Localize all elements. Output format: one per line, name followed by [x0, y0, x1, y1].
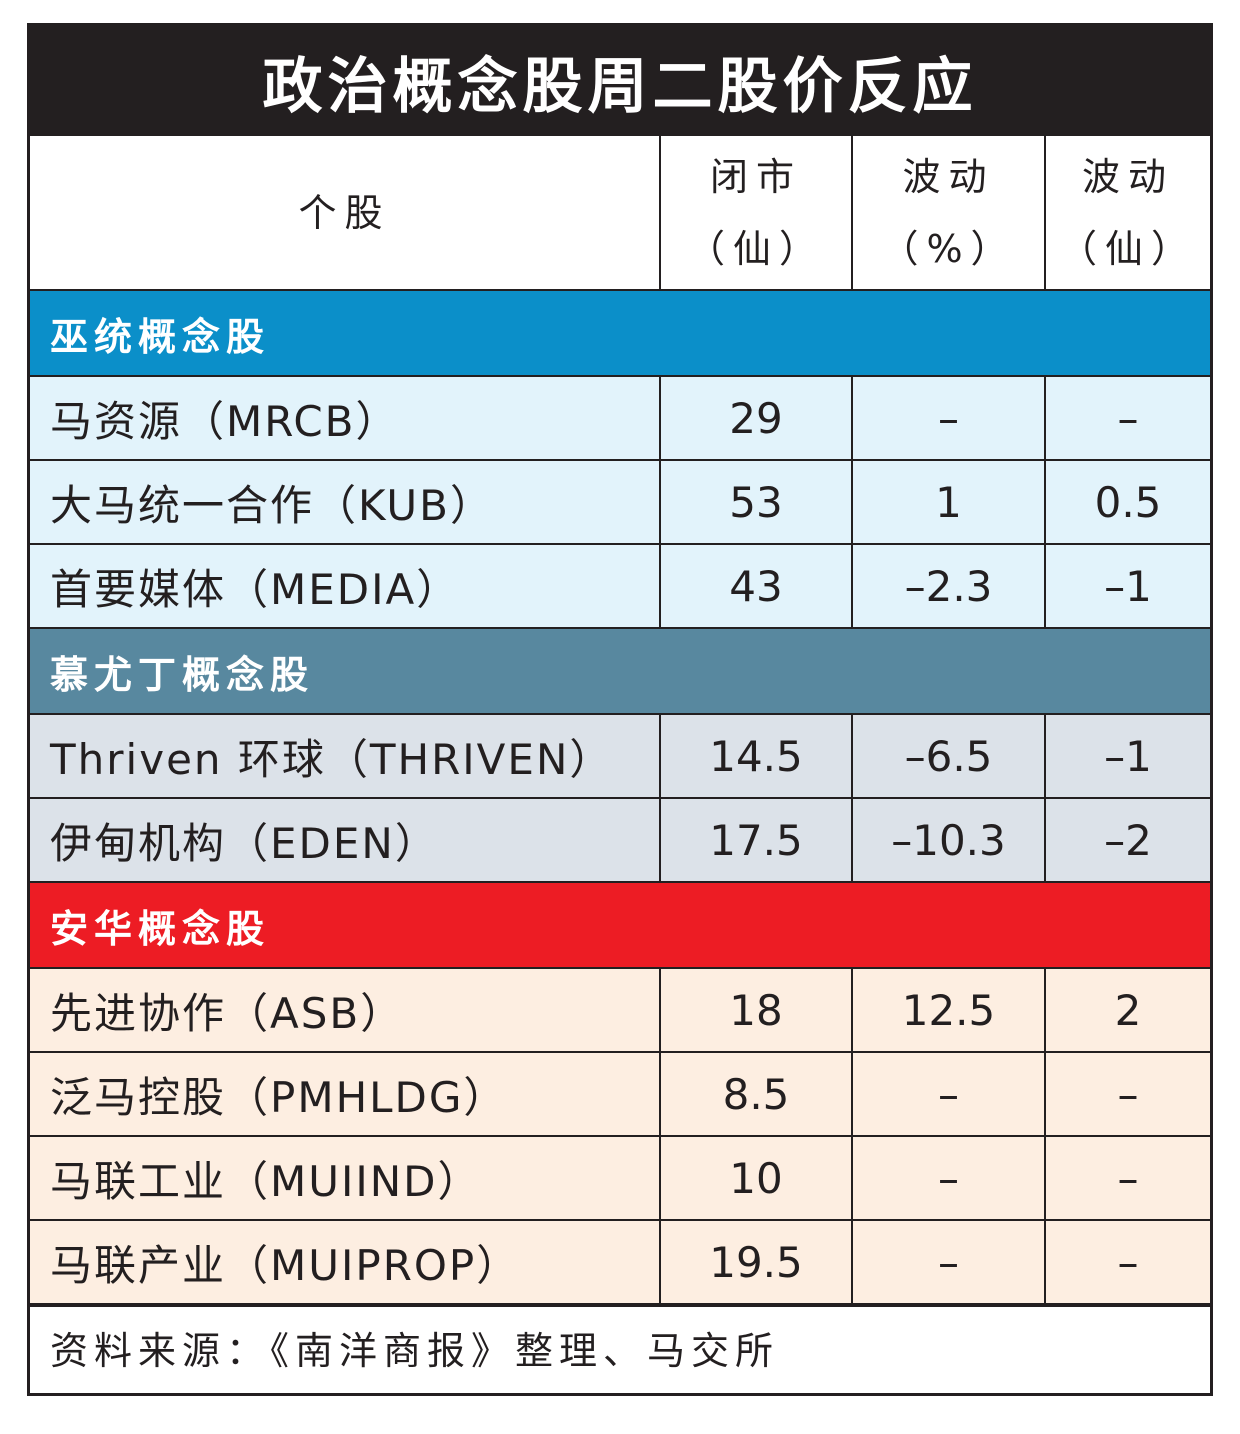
change-pct-cell: – [851, 1219, 1046, 1305]
table-frame: 政治概念股周二股价反应 个股 闭市 （仙） 波动 （%） 波动 （仙） [27, 23, 1213, 1396]
change-sen-cell: – [1044, 1135, 1210, 1221]
close-price-cell: 29 [659, 375, 853, 461]
source-note: 资料来源：《南洋商报》整理、马交所 [30, 1305, 1210, 1387]
close-price-cell: 19.5 [659, 1219, 853, 1305]
change-pct-cell: – [851, 1051, 1046, 1137]
group-label: 巫统概念股 [30, 290, 1210, 377]
stock-name-cell: 首要媒体（MEDIA） [30, 543, 661, 629]
close-price-cell: 8.5 [659, 1051, 853, 1137]
stock-name-cell: 先进协作（ASB） [30, 967, 661, 1053]
table-body: 巫统概念股 马资源（MRCB） 29– – 大马统一合作（KUB） 53 1 0.5 首要媒体（… [30, 290, 1210, 1305]
change-pct-cell: 12.5 [851, 967, 1046, 1053]
change-pct-cell: – [851, 1135, 1046, 1221]
change-sen-cell: –1 [1044, 543, 1210, 629]
stock-name-cell: 泛马控股（PMHLDG） [30, 1051, 661, 1137]
header-change-pct: 波动 （%） [851, 136, 1046, 291]
close-price-cell: 10 [659, 1135, 853, 1221]
change-pct-cell: –10.3 [851, 797, 1046, 883]
table-row: 首要媒体（MEDIA） 43 –2.3 –1 [30, 543, 1210, 629]
table-row: 先进协作（ASB） 18 12.5 2 [30, 967, 1210, 1053]
change-sen-cell: – [1044, 1051, 1210, 1137]
stock-table: 个股 闭市 （仙） 波动 （%） 波动 （仙） 巫统概念股 马资源（MRCB） 29… [30, 136, 1210, 1305]
header-close: 闭市 （仙） [659, 136, 853, 291]
header-stock: 个股 [30, 136, 661, 291]
table-row: 泛马控股（PMHLDG） 8.5– – [30, 1051, 1210, 1137]
group-header-row: 安华概念股 [30, 881, 1210, 969]
close-price-cell: 18 [659, 967, 853, 1053]
table-title: 政治概念股周二股价反应 [30, 26, 1210, 136]
header-change-sen: 波动 （仙） [1044, 136, 1210, 291]
group-header-row: 慕尤丁概念股 [30, 627, 1210, 715]
stock-name-cell: 马联工业（MUIIND） [30, 1135, 661, 1221]
table-row: 马联工业（MUIIND） 10– – [30, 1135, 1210, 1221]
header-row: 个股 闭市 （仙） 波动 （%） 波动 （仙） [30, 136, 1210, 291]
change-pct-cell: – [851, 375, 1046, 461]
close-price-cell: 43 [659, 543, 853, 629]
table-row: Thriven 环球（THRIVEN） 14.5 –6.5 –1 [30, 713, 1210, 799]
change-pct-cell: –2.3 [851, 543, 1046, 629]
stock-name-cell: 马联产业（MUIPROP） [30, 1219, 661, 1305]
change-pct-cell: –6.5 [851, 713, 1046, 799]
change-sen-cell: –1 [1044, 713, 1210, 799]
change-sen-cell: –2 [1044, 797, 1210, 883]
close-price-cell: 17.5 [659, 797, 853, 883]
stock-name-cell: 大马统一合作（KUB） [30, 459, 661, 545]
change-sen-cell: – [1044, 375, 1210, 461]
table-row: 马资源（MRCB） 29– – [30, 375, 1210, 461]
change-sen-cell: – [1044, 1219, 1210, 1305]
group-header-row: 巫统概念股 [30, 290, 1210, 377]
table-row: 马联产业（MUIPROP） 19.5– – [30, 1219, 1210, 1305]
table-row: 伊甸机构（EDEN） 17.5 –10.3 –2 [30, 797, 1210, 883]
group-label: 慕尤丁概念股 [30, 627, 1210, 715]
table-row: 大马统一合作（KUB） 53 1 0.5 [30, 459, 1210, 545]
change-sen-cell: 2 [1044, 967, 1210, 1053]
stock-name-cell: 伊甸机构（EDEN） [30, 797, 661, 883]
close-price-cell: 53 [659, 459, 853, 545]
group-label: 安华概念股 [30, 881, 1210, 969]
change-sen-cell: 0.5 [1044, 459, 1210, 545]
stock-name-cell: 马资源（MRCB） [30, 375, 661, 461]
stock-name-cell: Thriven 环球（THRIVEN） [30, 713, 661, 799]
change-pct-cell: 1 [851, 459, 1046, 545]
close-price-cell: 14.5 [659, 713, 853, 799]
